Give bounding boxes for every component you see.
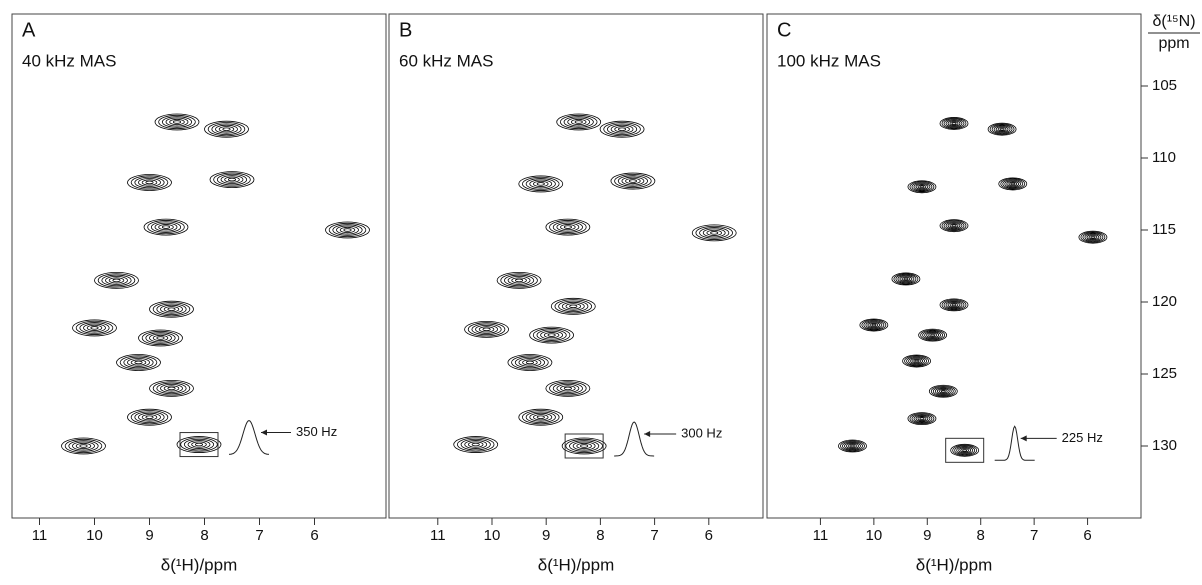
peak: [453, 436, 499, 453]
peak: [939, 117, 969, 130]
x-axis-label: δ(¹H)/ppm: [916, 555, 993, 574]
panel-frame: [11, 13, 387, 519]
x-tick-label: 6: [1083, 527, 1091, 544]
arrow-head: [644, 431, 651, 437]
x-tick-label: 8: [200, 527, 208, 544]
peak: [838, 439, 867, 453]
peak: [691, 224, 737, 242]
y-tick-label: 130: [1152, 437, 1177, 454]
peak: [550, 297, 596, 315]
y-tick-label: 115: [1152, 221, 1176, 238]
x-tick-label: 10: [86, 527, 103, 544]
x-tick-label: 8: [596, 527, 604, 544]
x-tick-label: 9: [542, 527, 550, 544]
lineshape: [994, 425, 1035, 461]
peak: [209, 171, 255, 189]
x-axis-label: δ(¹H)/ppm: [161, 555, 238, 574]
peak: [987, 122, 1017, 136]
inset-box: [179, 432, 219, 458]
peak: [127, 408, 172, 426]
peak: [902, 354, 931, 368]
y-axis-label: δ(¹⁵N): [1152, 13, 1195, 30]
y-tick-label: 120: [1152, 293, 1177, 310]
panel-subtitle: 60 kHz MAS: [399, 51, 493, 70]
peak: [496, 271, 542, 289]
peak: [950, 443, 980, 457]
peak: [561, 437, 607, 455]
panel-frame: [388, 13, 764, 519]
peak: [94, 271, 139, 289]
panel-subtitle: 40 kHz MAS: [22, 51, 116, 70]
y-axis-unit: ppm: [1158, 35, 1189, 52]
inset-box: [564, 433, 604, 459]
linewidth-label: 300 Hz: [681, 425, 722, 440]
peak: [176, 436, 222, 453]
x-tick-label: 6: [705, 527, 713, 544]
peak: [891, 272, 921, 286]
x-tick-label: 7: [255, 527, 263, 544]
peak: [149, 379, 194, 397]
x-tick-label: 6: [310, 527, 318, 544]
peak: [545, 218, 591, 236]
peak: [610, 172, 656, 190]
peak: [72, 319, 117, 337]
linewidth-label: 350 Hz: [296, 424, 337, 439]
peak: [127, 174, 172, 191]
linewidth-label: 225 Hz: [1062, 430, 1103, 445]
peak: [556, 113, 602, 131]
x-tick-label: 11: [32, 527, 48, 544]
peak: [918, 328, 948, 342]
peak: [149, 300, 194, 318]
panel-letter: A: [22, 19, 36, 41]
y-tick-label: 125: [1152, 365, 1177, 382]
contours: [453, 113, 737, 455]
arrow-head: [261, 429, 267, 436]
peak: [529, 326, 575, 344]
peak: [325, 221, 370, 239]
peak: [859, 318, 889, 332]
peak: [61, 437, 106, 455]
x-tick-label: 8: [977, 527, 985, 544]
peak: [907, 412, 937, 426]
contours: [61, 113, 370, 455]
contours: [838, 117, 1108, 457]
panel-subtitle: 100 kHz MAS: [777, 51, 881, 70]
peak: [518, 408, 564, 426]
x-tick-label: 10: [866, 527, 883, 544]
x-tick-label: 9: [923, 527, 931, 544]
peak: [154, 113, 200, 131]
x-tick-label: 11: [813, 527, 829, 544]
y-tick-label: 105: [1152, 77, 1177, 94]
y-tick-label: 110: [1152, 149, 1176, 166]
peak: [998, 177, 1028, 191]
peak: [518, 175, 564, 193]
peak: [545, 379, 591, 397]
x-tick-label: 7: [1030, 527, 1038, 544]
peak: [116, 354, 161, 371]
peak: [599, 120, 645, 138]
panel-frame: [766, 13, 1142, 519]
peak: [204, 120, 249, 138]
peak: [138, 329, 183, 347]
peak: [143, 218, 189, 236]
x-tick-label: 10: [484, 527, 501, 544]
peak: [928, 384, 958, 398]
peak: [939, 219, 969, 233]
lineshape: [228, 420, 270, 455]
panel-letter: C: [777, 19, 791, 41]
x-tick-label: 11: [430, 527, 446, 544]
panel-letter: B: [399, 19, 412, 41]
x-tick-label: 9: [145, 527, 153, 544]
arrow-head: [1020, 435, 1027, 442]
x-tick-label: 7: [650, 527, 658, 544]
peak: [507, 354, 553, 371]
peak: [464, 320, 509, 338]
peak: [1078, 230, 1108, 244]
inset-box: [945, 437, 985, 463]
x-axis-label: δ(¹H)/ppm: [538, 555, 615, 574]
lineshape: [614, 421, 655, 457]
peak: [939, 298, 969, 312]
peak: [907, 180, 937, 194]
